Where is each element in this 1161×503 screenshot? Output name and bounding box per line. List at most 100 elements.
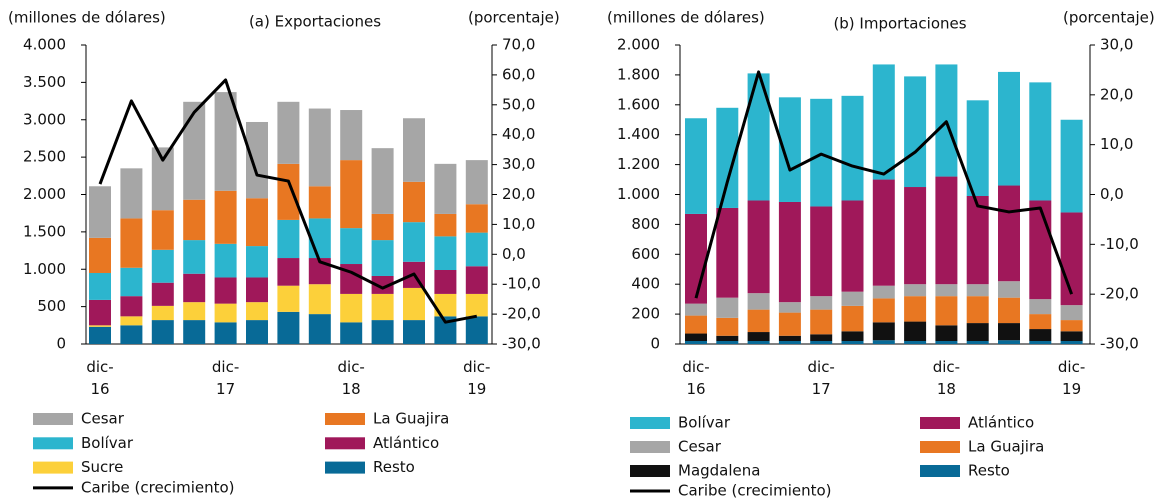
y2-tick-label: 60,0	[502, 65, 535, 83]
bar-segment	[403, 287, 425, 321]
bar-segment	[998, 185, 1020, 282]
bar-segment	[308, 186, 331, 219]
bar-segment	[747, 73, 770, 201]
bar-segment	[214, 243, 237, 278]
bar-segment	[1060, 119, 1083, 213]
bar-segment	[778, 201, 801, 303]
y-tick-label: 200	[631, 305, 660, 323]
legend-swatch	[630, 417, 670, 429]
bar-segment	[685, 303, 707, 316]
legend-swatch	[325, 413, 365, 425]
bar-segment	[966, 284, 989, 297]
bar-segment	[904, 187, 927, 285]
bar-segment	[151, 249, 174, 283]
bar-segment	[246, 320, 268, 344]
legend-label: Cesar	[81, 410, 125, 428]
y2-tick-label: 10,0	[1100, 135, 1133, 153]
bar-segment	[778, 97, 801, 202]
bar-segment	[246, 302, 268, 321]
bar-segment	[151, 282, 174, 306]
legend-swatch	[33, 413, 73, 425]
bar-segment	[685, 333, 707, 342]
bar-segment	[841, 341, 864, 344]
bar-segment	[277, 219, 300, 259]
bar-segment	[904, 284, 927, 297]
bar-segment	[1060, 331, 1083, 342]
bar-segment	[747, 341, 770, 344]
line	[98, 78, 478, 324]
bar-segment	[1060, 305, 1083, 321]
bar-segment	[841, 305, 864, 332]
bar-segment	[465, 160, 488, 205]
legend-swatch	[33, 461, 73, 474]
bar-segment	[183, 320, 206, 344]
bar-segment	[465, 204, 488, 233]
bar-segment	[778, 341, 801, 344]
bar-segment	[183, 101, 206, 200]
bar-segment	[747, 293, 770, 310]
legend-label: Resto	[373, 458, 415, 476]
y2-tick-label: -30,0	[502, 335, 541, 353]
y2-tick-label: -30,0	[1100, 335, 1139, 353]
bar-segment	[151, 147, 174, 211]
bar-segment	[434, 213, 457, 237]
legend-swatch	[630, 465, 670, 477]
bar-segment	[89, 186, 111, 238]
y-axis-label: (millones de dólares)	[607, 9, 765, 27]
bar-segment	[1029, 314, 1052, 330]
bar-segment	[120, 218, 143, 268]
bar-segment	[340, 228, 363, 265]
bar-segment	[935, 325, 958, 342]
bar-segment	[747, 309, 770, 333]
bar-segment	[214, 277, 237, 304]
bar-segment	[89, 325, 111, 327]
chart-title: (b) Importaciones	[833, 15, 966, 33]
x-tick-label: dic- 19	[1057, 358, 1086, 398]
bar-segment	[966, 341, 989, 344]
x-tick-label: dic- 16	[86, 358, 114, 398]
legend-label: Atlántico	[968, 414, 1034, 432]
bar-segment	[151, 305, 174, 321]
y-tick-label: 600	[631, 245, 660, 263]
x-tick-label: dic- 17	[211, 358, 240, 398]
y-tick-label: 1.500	[23, 222, 66, 240]
y2-tick-label: 0,0	[1100, 185, 1124, 203]
legend-label: La Guajira	[373, 410, 449, 428]
bar-segment	[277, 101, 300, 164]
bar-segment	[1029, 82, 1052, 201]
x-tick-label: dic- 16	[682, 358, 710, 398]
bar-segment	[120, 296, 143, 317]
bar-segment	[716, 107, 739, 208]
bar-segment	[935, 296, 958, 326]
bar-segment	[841, 291, 864, 306]
bar-segment	[778, 312, 801, 336]
legend-label: Bolívar	[81, 434, 134, 452]
bar-segment	[371, 320, 394, 344]
bar-segment	[434, 236, 457, 270]
y-tick-label: 1.600	[617, 95, 660, 113]
bar-segment	[872, 340, 895, 344]
bar-segment	[998, 340, 1020, 344]
bar-segment	[716, 341, 739, 344]
y2-tick-label: -10,0	[1100, 235, 1139, 253]
y-tick-label: 500	[37, 297, 66, 315]
bar-segment	[966, 100, 989, 196]
bar-segment	[246, 198, 268, 247]
bar-segment	[151, 320, 174, 344]
bar-segment	[308, 284, 331, 315]
bar-segment	[120, 267, 143, 297]
bar-segment	[371, 148, 394, 214]
bar-segment	[246, 277, 268, 303]
bar-segment	[935, 341, 958, 344]
y2-tick-label: 10,0	[502, 215, 535, 233]
bar-segment	[120, 168, 143, 219]
bar-segment	[998, 71, 1020, 186]
bar-segment	[340, 110, 363, 161]
legend-swatch	[325, 437, 365, 450]
y2-tick-label: 20,0	[502, 185, 535, 203]
bar-segment	[685, 315, 707, 334]
line	[694, 70, 1074, 299]
bar-segment	[434, 163, 457, 214]
y-tick-label: 2.000	[23, 185, 66, 203]
